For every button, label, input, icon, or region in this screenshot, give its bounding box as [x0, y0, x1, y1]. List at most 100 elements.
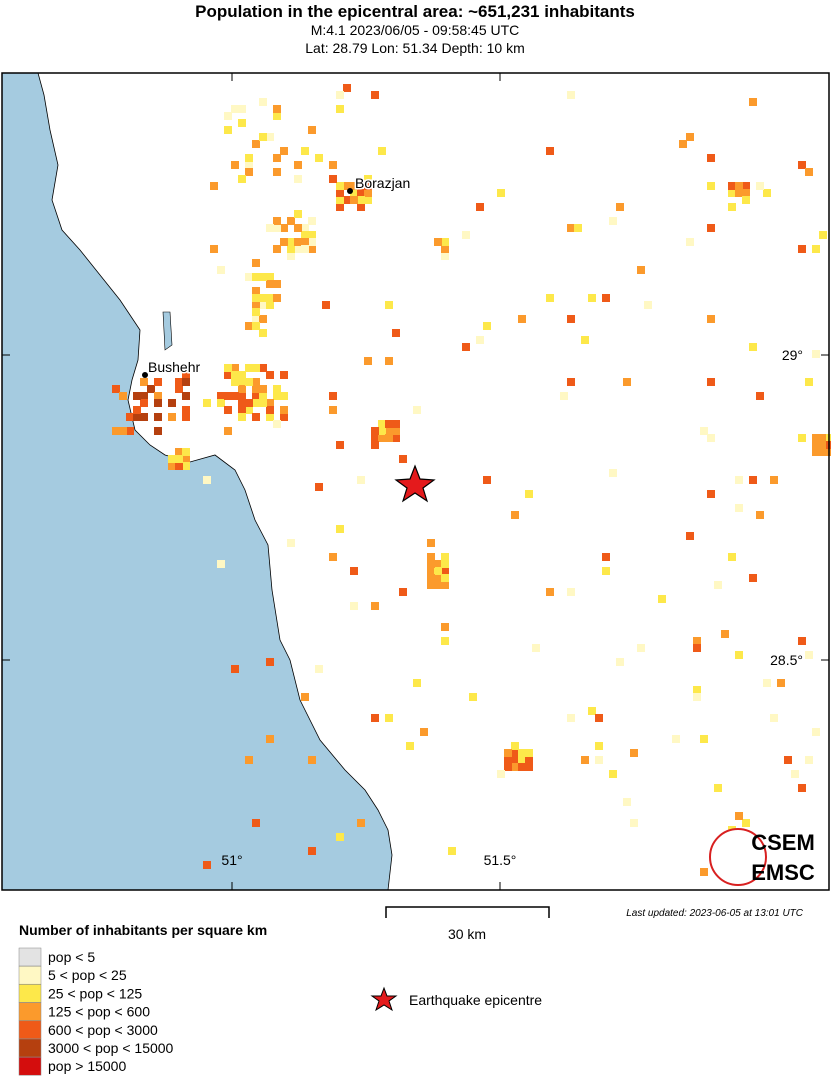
population-cell — [133, 413, 141, 421]
legend-swatch — [18, 1020, 42, 1040]
legend-swatch — [18, 1002, 42, 1021]
population-cell — [749, 98, 757, 106]
population-cell — [812, 350, 820, 358]
population-cell — [175, 462, 183, 470]
population-cell — [546, 294, 554, 302]
population-cell — [231, 364, 239, 372]
population-cell — [252, 287, 260, 295]
population-cell — [518, 763, 526, 771]
population-cell — [343, 84, 351, 92]
population-cell — [420, 728, 428, 736]
population-cell — [252, 294, 260, 302]
population-cell — [721, 630, 729, 638]
population-cell — [588, 707, 596, 715]
population-cell — [336, 196, 344, 204]
population-cell — [266, 413, 274, 421]
population-cell — [294, 224, 302, 232]
population-cell — [273, 294, 281, 302]
population-cell — [511, 511, 519, 519]
population-cell — [336, 203, 344, 211]
population-cell — [140, 399, 148, 407]
population-cell — [182, 371, 190, 379]
population-cell — [385, 357, 393, 365]
population-cell — [637, 266, 645, 274]
population-cell — [266, 133, 274, 141]
population-cell — [238, 175, 246, 183]
population-cell — [308, 756, 316, 764]
population-cell — [406, 742, 414, 750]
population-cell — [567, 91, 575, 99]
population-cell — [203, 399, 211, 407]
city-label: Borazjan — [355, 175, 410, 191]
population-cell — [385, 427, 393, 435]
population-cell — [413, 406, 421, 414]
population-cell — [203, 861, 211, 869]
map: Borazjan Bushehr 29° 28.5° 51° 51.5° CSE… — [1, 72, 831, 891]
population-cell — [364, 189, 372, 197]
population-cell — [182, 378, 190, 386]
population-cell — [301, 224, 309, 232]
population-cell — [301, 231, 309, 239]
epicentre-star — [394, 464, 436, 503]
population-cell — [441, 560, 449, 568]
population-cell — [315, 483, 323, 491]
legend-label: pop > 15000 — [48, 1058, 126, 1074]
population-cell — [371, 714, 379, 722]
population-cell — [315, 154, 323, 162]
population-cell — [378, 420, 386, 428]
population-cell — [154, 392, 162, 400]
population-cell — [252, 413, 260, 421]
population-cell — [441, 245, 449, 253]
population-cell — [343, 196, 351, 204]
population-cell — [819, 441, 827, 449]
legend-epicentre: Earthquake epicentre — [409, 992, 542, 1008]
population-cell — [301, 693, 309, 701]
population-cell — [735, 476, 743, 484]
population-cell — [434, 238, 442, 246]
population-cell — [238, 119, 246, 127]
population-cell — [245, 399, 253, 407]
population-cell — [385, 434, 393, 442]
map-frame — [1, 72, 830, 891]
population-cell — [805, 756, 813, 764]
population-cell — [259, 315, 267, 323]
population-cell — [686, 238, 694, 246]
population-cell — [707, 434, 715, 442]
population-cell — [616, 658, 624, 666]
population-cell — [308, 217, 316, 225]
population-cell — [371, 427, 379, 435]
population-cell — [336, 182, 344, 190]
lon-label: 51.5° — [484, 852, 517, 868]
population-cell — [224, 126, 232, 134]
population-cell — [259, 294, 267, 302]
population-cell — [343, 182, 351, 190]
population-cell — [245, 406, 253, 414]
population-cell — [756, 182, 764, 190]
population-cell — [609, 770, 617, 778]
population-cell — [441, 567, 449, 575]
population-cell — [742, 819, 750, 827]
population-cell — [329, 392, 337, 400]
population-cell — [133, 406, 141, 414]
population-cell — [357, 196, 365, 204]
population-cell — [714, 784, 722, 792]
legend-label: 5 < pop < 25 — [48, 967, 127, 983]
population-cell — [350, 602, 358, 610]
population-cell — [154, 427, 162, 435]
population-cell — [294, 175, 302, 183]
population-cell — [441, 623, 449, 631]
population-cell — [182, 448, 190, 456]
population-cell — [441, 637, 449, 645]
population-cell — [686, 133, 694, 141]
population-cell — [812, 448, 820, 456]
population-cell — [518, 315, 526, 323]
population-cell — [126, 413, 134, 421]
logo-text: EMSC — [751, 860, 815, 885]
population-cell — [812, 245, 820, 253]
population-cell — [266, 273, 274, 281]
population-cell — [385, 301, 393, 309]
logo: CSEM EMSC — [709, 828, 815, 886]
legend-label: 125 < pop < 600 — [48, 1004, 150, 1020]
population-cell — [280, 147, 288, 155]
population-cell — [154, 413, 162, 421]
